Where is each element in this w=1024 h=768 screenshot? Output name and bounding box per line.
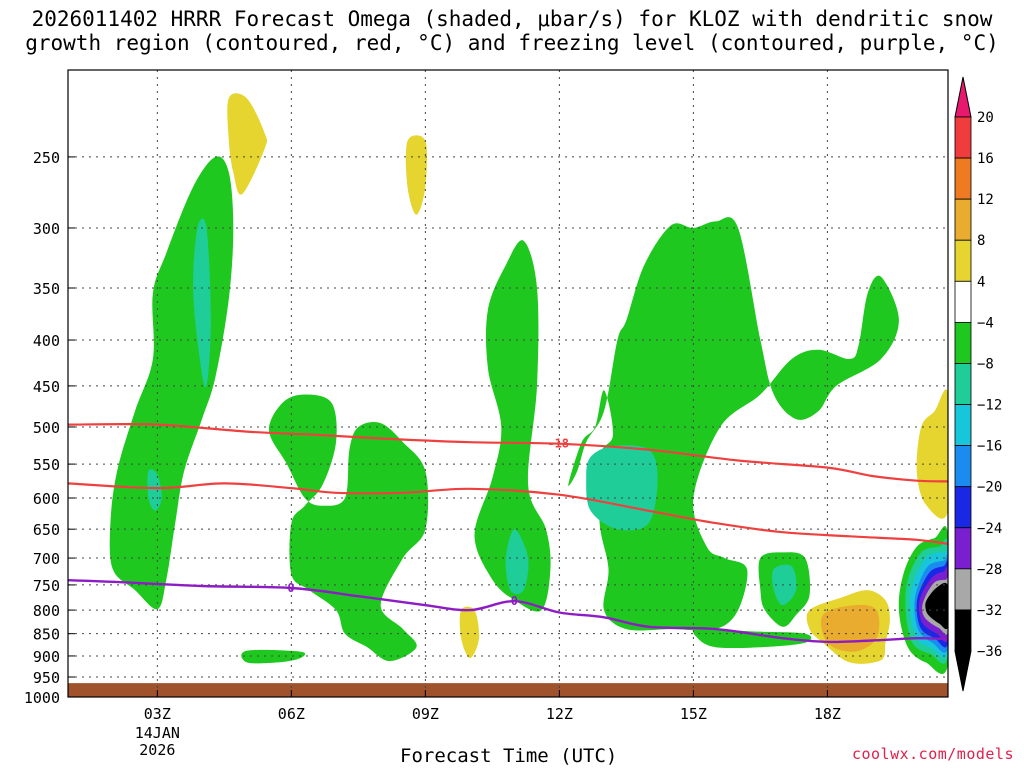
plot-border: [67, 69, 949, 698]
colorbar-top-arrow: [954, 76, 972, 118]
colorbar-box-6: [954, 363, 972, 405]
colorbar-box-1: [954, 157, 972, 200]
colorbar-label-9: −20: [977, 480, 1002, 496]
colorbar-box-3: [954, 239, 972, 282]
y-tick-label-950: 950: [33, 669, 60, 687]
y-tick-label-600: 600: [33, 490, 60, 508]
dendritic-contour-label: -18: [547, 437, 569, 451]
colorbar-label-7: −12: [977, 398, 1002, 414]
omega-region-17: [916, 389, 948, 519]
omega-region-8: [586, 445, 658, 531]
colorbar: 20 16 12 8 4 −4 −8 −12 −16 −20 −24 −28 −32 −36: [954, 76, 1002, 692]
colorbar-label-4: 4: [977, 274, 985, 290]
omega-region-11: [772, 564, 797, 606]
x-tick-label-03Z: 03Z: [144, 705, 171, 723]
colorbar-box-11: [954, 568, 972, 611]
contour-layer: -18 0 0: [68, 423, 948, 644]
omega-region-7: [568, 217, 899, 631]
freezing-level-label-1: 0: [511, 594, 518, 608]
colorbar-label-10: −24: [977, 521, 1002, 537]
colorbar-label-6: −8: [977, 356, 994, 372]
omega-region-4: [241, 649, 306, 664]
chart-title-line-2: growth region (contoured, red, °C) and f…: [25, 31, 999, 55]
x-tick-label-12Z: 12Z: [546, 705, 573, 723]
omega-region-5: [474, 240, 551, 612]
y-tick-label-650: 650: [33, 521, 60, 539]
colorbar-box-12: [954, 609, 972, 652]
x-axis-label: Forecast Time (UTC): [400, 745, 618, 767]
y-tick-label-250: 250: [33, 149, 60, 167]
colorbar-label-3: 8: [977, 233, 985, 249]
freezing-level-label-0: 0: [287, 581, 294, 595]
colorbar-label-11: −28: [977, 562, 1002, 578]
colorbar-box-9: [954, 486, 972, 529]
y-axis: 250 300 350 400 450 500 550 600 650 700 750 800 850 9…: [24, 149, 75, 707]
omega-region-2: [147, 469, 162, 511]
y-tick-label-800: 800: [33, 602, 60, 620]
y-tick-label-750: 750: [33, 577, 60, 595]
y-tick-label-450: 450: [33, 378, 60, 396]
y-tick-label-1000: 1000: [24, 689, 60, 707]
colorbar-box-8: [954, 445, 972, 488]
y-tick-label-850: 850: [33, 626, 60, 644]
chart-title-line-1: 2026011402 HRRR Forecast Omega (shaded, …: [31, 7, 993, 31]
x-tick-label-09Z: 09Z: [412, 705, 439, 723]
dendritic-contour-2: [68, 482, 948, 545]
colorbar-box-7: [954, 404, 972, 447]
x-tick-label-18Z: 18Z: [814, 705, 841, 723]
y-tick-label-400: 400: [33, 332, 60, 350]
y-tick-label-700: 700: [33, 550, 60, 568]
ground-layer: [68, 683, 948, 697]
x-tick-label-06Z: 06Z: [278, 705, 305, 723]
omega-region-3: [268, 394, 429, 662]
plot-frame: [67, 69, 949, 698]
x-tick-sublabel-0: 14JAN: [135, 724, 180, 742]
y-tick-label-550: 550: [33, 456, 60, 474]
x-tick-sublabel-1: 2026: [139, 741, 175, 759]
colorbar-box-5: [954, 321, 972, 364]
y-tick-label-350: 350: [33, 280, 60, 298]
x-tick-label-15Z: 15Z: [680, 705, 707, 723]
colorbar-label-13: −36: [977, 644, 1002, 660]
colorbar-label-12: −32: [977, 603, 1002, 619]
ground-fill: [68, 683, 948, 697]
colorbar-box-0: [954, 116, 972, 159]
colorbar-box-4: [954, 280, 972, 323]
colorbar-label-2: 12: [977, 192, 994, 208]
omega-region-1: [193, 218, 211, 388]
omega-region-12: [227, 93, 268, 195]
omega-region-25: [925, 582, 948, 630]
colorbar-label-8: −16: [977, 439, 1002, 455]
omega-region-13: [405, 135, 428, 215]
omega-shading-layer: [109, 93, 948, 674]
omega-region-16: [820, 604, 880, 652]
colorbar-label-1: 16: [977, 151, 994, 167]
omega-region-6: [505, 529, 529, 595]
colorbar-label-5: −4: [977, 315, 994, 331]
freezing-level-contour: [68, 579, 948, 644]
y-tick-label-900: 900: [33, 648, 60, 666]
omega-region-0: [109, 156, 234, 610]
colorbar-bottom-arrow: [954, 650, 972, 692]
colorbar-box-10: [954, 527, 972, 570]
colorbar-box-2: [954, 198, 972, 241]
credit-link[interactable]: coolwx.com/models: [851, 745, 1014, 763]
y-tick-label-500: 500: [33, 419, 60, 437]
omega-region-9: [693, 628, 812, 649]
y-tick-label-300: 300: [33, 220, 60, 238]
omega-region-14: [459, 606, 480, 659]
dendritic-contour-0: [68, 423, 948, 483]
colorbar-label-0: 20: [977, 110, 994, 126]
